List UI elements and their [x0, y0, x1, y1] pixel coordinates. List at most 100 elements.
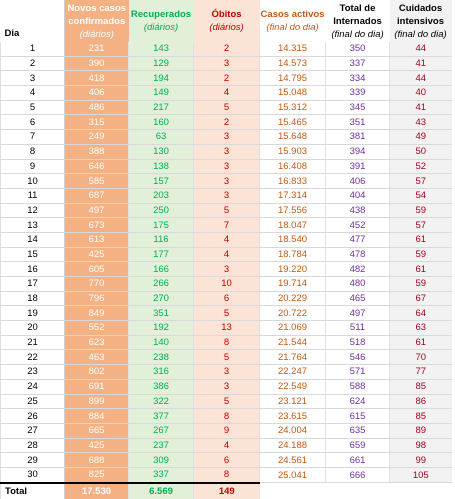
cell-recovered[interactable]: 157: [128, 173, 194, 189]
cell-active[interactable]: 25.041: [259, 467, 326, 484]
cell-hospitalized[interactable]: 394: [325, 144, 390, 160]
cell-active[interactable]: 18.540: [259, 232, 326, 248]
cell-new-cases[interactable]: 315: [64, 114, 129, 131]
cell-new-cases[interactable]: 497: [64, 203, 129, 219]
cell-recovered[interactable]: 337: [128, 467, 194, 484]
cell-active[interactable]: 24.561: [259, 452, 326, 468]
cell-hospitalized[interactable]: 511: [325, 320, 390, 336]
cell-recovered[interactable]: 217: [128, 100, 194, 116]
cell-deaths[interactable]: 3: [193, 56, 260, 72]
cell-hospitalized[interactable]: 518: [325, 335, 390, 351]
cell-deaths[interactable]: 3: [193, 261, 260, 277]
cell-icu[interactable]: 43: [389, 114, 452, 131]
cell-recovered[interactable]: 166: [128, 261, 194, 277]
cell-icu[interactable]: 59: [389, 203, 452, 219]
cell-deaths[interactable]: 5: [193, 349, 260, 366]
cell-icu[interactable]: 44: [389, 70, 452, 87]
cell-active[interactable]: 22.247: [259, 364, 326, 380]
totals-empty-cell[interactable]: [389, 482, 452, 499]
cell-deaths[interactable]: 6: [193, 452, 260, 468]
cell-recovered[interactable]: 116: [128, 232, 194, 248]
cell-hospitalized[interactable]: 465: [325, 291, 390, 307]
cell-icu[interactable]: 57: [389, 217, 452, 233]
cell-active[interactable]: 18.784: [259, 247, 326, 263]
cell-new-cases[interactable]: 665: [64, 423, 129, 439]
cell-new-cases[interactable]: 691: [64, 379, 129, 395]
header-icu[interactable]: Cuidados intensivos (final do dia): [389, 0, 452, 42]
cell-recovered[interactable]: 140: [128, 335, 194, 351]
cell-recovered[interactable]: 194: [128, 70, 194, 87]
cell-hospitalized[interactable]: 337: [325, 56, 390, 72]
cell-day[interactable]: 26: [0, 408, 65, 424]
cell-new-cases[interactable]: 463: [64, 349, 129, 366]
cell-day[interactable]: 20: [0, 320, 65, 336]
cell-day[interactable]: 2: [0, 56, 65, 72]
cell-deaths[interactable]: 10: [193, 276, 260, 292]
cell-active[interactable]: 17.556: [259, 203, 326, 219]
cell-recovered[interactable]: 266: [128, 276, 194, 292]
cell-day[interactable]: 13: [0, 217, 65, 233]
cell-active[interactable]: 15.465: [259, 114, 326, 131]
cell-deaths[interactable]: 8: [193, 335, 260, 351]
cell-active[interactable]: 18.047: [259, 217, 326, 233]
cell-day[interactable]: 21: [0, 335, 65, 351]
totals-deaths[interactable]: 149: [193, 481, 260, 499]
cell-hospitalized[interactable]: 482: [325, 261, 390, 277]
cell-day[interactable]: 6: [0, 114, 65, 131]
cell-deaths[interactable]: 7: [193, 217, 260, 233]
cell-day[interactable]: 15: [0, 247, 65, 263]
cell-day[interactable]: 16: [0, 261, 65, 277]
cell-icu[interactable]: 59: [389, 276, 452, 292]
cell-day[interactable]: 4: [0, 85, 65, 101]
cell-deaths[interactable]: 3: [193, 173, 260, 189]
cell-deaths[interactable]: 3: [193, 144, 260, 160]
cell-deaths[interactable]: 5: [193, 100, 260, 116]
cell-active[interactable]: 15.048: [259, 85, 326, 101]
cell-recovered[interactable]: 250: [128, 203, 194, 219]
cell-active[interactable]: 15.903: [259, 144, 326, 160]
cell-day[interactable]: 28: [0, 438, 65, 454]
cell-new-cases[interactable]: 390: [64, 56, 129, 72]
cell-new-cases[interactable]: 899: [64, 394, 129, 410]
header-recovered[interactable]: Recuperados (diários): [128, 0, 194, 42]
cell-hospitalized[interactable]: 381: [325, 129, 390, 145]
cell-icu[interactable]: 99: [389, 452, 452, 468]
cell-hospitalized[interactable]: 334: [325, 70, 390, 87]
cell-day[interactable]: 12: [0, 203, 65, 219]
totals-new-cases[interactable]: 17.530: [64, 481, 129, 499]
cell-icu[interactable]: 52: [389, 159, 452, 175]
header-deaths[interactable]: Óbitos (diários): [193, 0, 260, 42]
cell-recovered[interactable]: 203: [128, 188, 194, 204]
cell-day[interactable]: 17: [0, 276, 65, 292]
cell-hospitalized[interactable]: 666: [325, 467, 390, 484]
cell-day[interactable]: 19: [0, 305, 65, 322]
cell-hospitalized[interactable]: 452: [325, 217, 390, 233]
cell-active[interactable]: 14.573: [259, 56, 326, 72]
header-day[interactable]: Dia: [0, 0, 65, 42]
cell-new-cases[interactable]: 418: [64, 70, 129, 87]
cell-active[interactable]: 16.408: [259, 159, 326, 175]
cell-day[interactable]: 8: [0, 144, 65, 160]
cell-icu[interactable]: 41: [389, 100, 452, 116]
cell-new-cases[interactable]: 849: [64, 305, 129, 322]
cell-icu[interactable]: 44: [389, 42, 452, 57]
cell-deaths[interactable]: 8: [193, 408, 260, 424]
cell-active[interactable]: 23.121: [259, 394, 326, 410]
cell-active[interactable]: 14.315: [259, 42, 326, 57]
cell-new-cases[interactable]: 605: [64, 261, 129, 277]
cell-active[interactable]: 23.615: [259, 408, 326, 424]
cell-icu[interactable]: 98: [389, 438, 452, 454]
cell-new-cases[interactable]: 249: [64, 129, 129, 145]
cell-new-cases[interactable]: 552: [64, 320, 129, 336]
cell-deaths[interactable]: 4: [193, 85, 260, 101]
cell-new-cases[interactable]: 688: [64, 452, 129, 468]
cell-day[interactable]: 24: [0, 379, 65, 395]
cell-new-cases[interactable]: 687: [64, 188, 129, 204]
cell-deaths[interactable]: 4: [193, 247, 260, 263]
cell-deaths[interactable]: 5: [193, 394, 260, 410]
cell-recovered[interactable]: 322: [128, 394, 194, 410]
cell-deaths[interactable]: 4: [193, 438, 260, 454]
cell-recovered[interactable]: 377: [128, 408, 194, 424]
cell-deaths[interactable]: 4: [193, 232, 260, 248]
cell-active[interactable]: 14.795: [259, 70, 326, 87]
